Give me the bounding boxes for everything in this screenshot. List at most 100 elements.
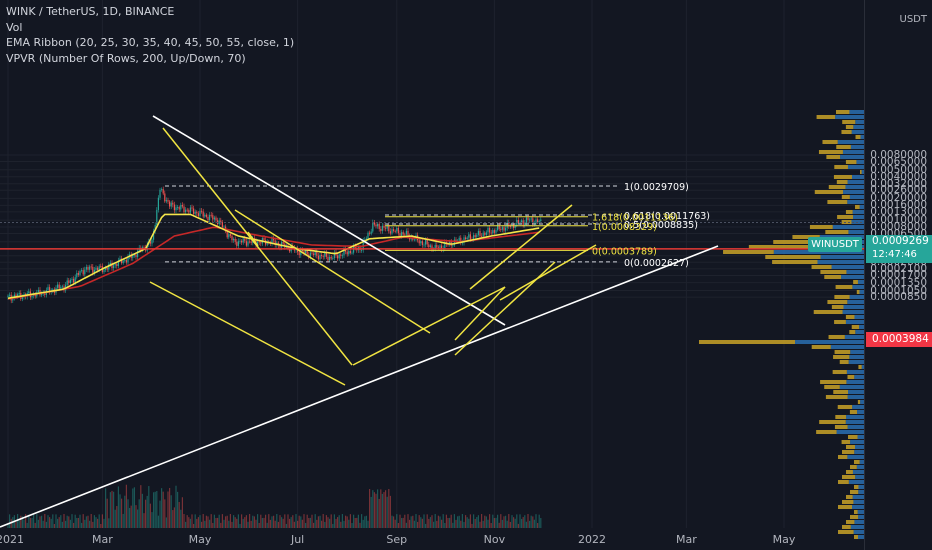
vp-bar-down — [820, 270, 847, 274]
volume-bar — [266, 522, 268, 528]
vp-bar-up — [860, 135, 864, 139]
vp-bar-up — [830, 345, 864, 349]
candle-body — [58, 284, 60, 289]
vp-bar-up — [858, 485, 864, 489]
volume-bar — [383, 492, 385, 528]
vp-bar-down — [773, 240, 818, 244]
volume-bar — [26, 522, 28, 528]
volume-bar — [460, 520, 462, 528]
candle-body — [233, 238, 235, 241]
volume-bar — [469, 514, 471, 528]
legend-vpvr[interactable]: VPVR (Number Of Rows, 200, Up/Down, 70) — [6, 51, 246, 65]
candle-body — [250, 241, 252, 243]
candle-body — [111, 263, 113, 269]
volume-bar — [154, 491, 156, 528]
candle-body — [473, 235, 475, 240]
candle-body — [426, 240, 428, 245]
volume-bar — [420, 517, 422, 528]
volume-bar — [356, 517, 358, 528]
vp-bar-up — [842, 150, 864, 154]
vp-bar-up — [847, 200, 864, 204]
volume-bar — [145, 499, 147, 528]
candle-body — [311, 252, 313, 254]
volume-bar — [60, 515, 62, 528]
volume-bar — [74, 514, 76, 528]
price-tick: 0.0001350 — [870, 276, 927, 289]
candle-body — [447, 244, 449, 245]
vp-bar-up — [843, 305, 864, 309]
time-tick: 2021 — [0, 533, 24, 546]
candle-body — [365, 238, 367, 240]
candle-body — [525, 217, 527, 223]
candle-body — [316, 251, 318, 256]
volume-bar — [169, 487, 171, 528]
candle-body — [349, 250, 351, 254]
volume-bar — [325, 515, 327, 528]
volume-bar — [250, 520, 252, 528]
vp-bar-down — [765, 255, 821, 259]
price-scale[interactable]: USDT 0.0080000 0.0065000 0.0050000 0.004000… — [864, 0, 932, 550]
candle-body — [413, 239, 415, 241]
volume-bar — [141, 493, 143, 528]
candle-body — [154, 224, 156, 231]
vp-bar-down — [834, 295, 850, 299]
candle-body — [370, 231, 372, 234]
candle-body — [178, 207, 180, 210]
volume-bar — [242, 518, 244, 528]
legend-vol[interactable]: Vol — [6, 20, 23, 34]
legend-ema[interactable]: EMA Ribbon (20, 25, 30, 35, 40, 45, 50, … — [6, 36, 295, 49]
candle-body — [373, 222, 375, 225]
volume-bar — [42, 520, 44, 528]
candle-body — [298, 252, 300, 256]
volume-bar — [181, 497, 183, 528]
volume-bar — [103, 518, 105, 528]
legend-symbol[interactable]: WINK / TetherUS, 1D, BINANCE — [6, 5, 175, 18]
candle-body — [476, 234, 478, 237]
volume-bar — [530, 515, 532, 528]
candle-body — [389, 231, 391, 234]
volume-bar — [423, 514, 425, 528]
vp-bar-down — [818, 150, 843, 154]
volume-bar — [82, 514, 84, 528]
volume-bar — [522, 517, 524, 528]
candle-body — [196, 211, 198, 214]
volume-bar — [303, 514, 305, 528]
candle-body — [143, 247, 145, 249]
vp-bar-up — [841, 275, 864, 279]
candle-body — [421, 241, 423, 245]
vp-bar-up — [853, 500, 864, 504]
volume-bar — [113, 491, 115, 528]
volume-bar — [172, 510, 174, 528]
vp-bar-up — [856, 160, 864, 164]
candle-body — [509, 226, 511, 227]
symbol-badge-label: WINUSDT — [811, 239, 859, 250]
volume-bar — [71, 514, 73, 528]
vp-bar-up — [851, 175, 864, 179]
vp-bar-down — [845, 210, 853, 214]
volume-bar — [298, 515, 300, 528]
volume-bar — [233, 515, 235, 528]
volume-bar — [529, 520, 531, 528]
volume-bar — [76, 517, 78, 528]
candle-body — [538, 220, 540, 223]
vp-bar-up — [858, 490, 864, 494]
candle-body — [444, 242, 446, 249]
candle-body — [95, 267, 97, 270]
volume-bar — [329, 518, 331, 528]
volume-bar — [234, 517, 236, 528]
candle-body — [332, 258, 334, 259]
volume-bar — [514, 518, 516, 528]
vp-bar-down — [827, 200, 848, 204]
volume-bar — [538, 514, 540, 528]
volume-bar — [245, 515, 247, 528]
candle-body — [495, 230, 497, 233]
candle-body — [44, 292, 46, 295]
vp-bar-down — [822, 140, 838, 144]
fib-label: 0(0.0002627) — [624, 258, 689, 269]
volume-bar — [457, 516, 459, 528]
volume-bar — [377, 489, 379, 528]
volume-bar — [447, 518, 449, 528]
candle-body — [69, 279, 71, 283]
candle-body — [351, 252, 353, 254]
